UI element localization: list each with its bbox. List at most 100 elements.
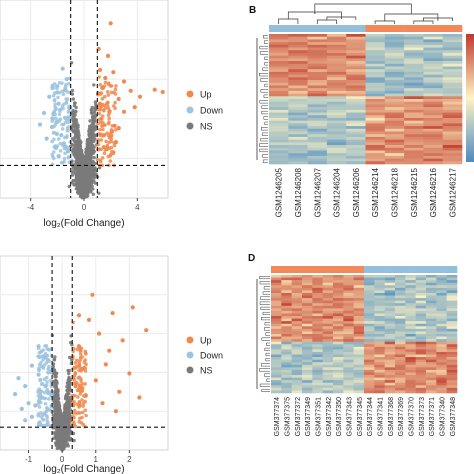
heatmap-cell <box>353 377 365 381</box>
heatmap-cell <box>374 359 385 363</box>
heatmap-cell <box>271 323 282 327</box>
heatmap-cell <box>426 336 437 340</box>
heatmap-cell <box>404 47 424 51</box>
point-ns <box>66 368 70 373</box>
heatmap-cell <box>426 387 437 391</box>
point-ns <box>75 121 79 125</box>
column-label: GSM377373 <box>419 397 426 436</box>
heatmap-cell <box>384 308 396 312</box>
heatmap-cell <box>271 367 282 371</box>
heatmap-cell <box>365 82 386 86</box>
heatmap-cell <box>326 93 347 97</box>
heatmap-cell <box>423 90 443 94</box>
heatmap-cell <box>436 385 447 389</box>
heatmap-cell <box>307 139 328 143</box>
heatmap-cell <box>312 303 323 307</box>
heatmap-cell <box>442 104 463 108</box>
point-down <box>45 380 49 384</box>
heatmap-cell <box>307 142 328 146</box>
heatmap-cell <box>269 158 289 162</box>
point-ns <box>70 142 74 147</box>
heatmap-cell <box>436 377 447 381</box>
heatmap-cell <box>384 90 405 94</box>
row-dendrogram-branch <box>264 83 268 88</box>
heatmap-cell <box>404 58 424 62</box>
point-ns <box>57 404 62 409</box>
point-ns <box>72 170 76 174</box>
heatmap-cell <box>405 305 416 309</box>
heatmap-cell <box>436 321 447 325</box>
heatmap-cell <box>374 331 385 335</box>
legend-up-label: Up <box>200 336 212 346</box>
heatmap-cell <box>326 136 347 140</box>
heatmap-cell <box>384 99 405 103</box>
heatmap-cell <box>291 300 303 304</box>
point-ns <box>70 88 75 93</box>
heatmap-cell <box>442 71 463 75</box>
heatmap-cell <box>374 385 385 389</box>
heatmap-cell <box>312 380 323 384</box>
heatmap-cell <box>322 364 334 368</box>
heatmap-cell <box>302 364 313 368</box>
heatmap-cell <box>384 71 405 75</box>
point-ns <box>71 97 76 101</box>
point-down <box>49 124 55 130</box>
heatmap-cell <box>374 303 385 307</box>
heatmap-cell <box>333 349 344 353</box>
column-label: GSM377342 <box>326 397 333 436</box>
heatmap-cell <box>384 42 405 46</box>
heatmap-cell <box>326 145 347 149</box>
heatmap-cell <box>343 285 354 289</box>
heatmap-cell <box>291 282 303 286</box>
point-ns <box>91 192 96 196</box>
heatmap-cell <box>405 349 416 353</box>
heatmap-cell <box>288 85 308 89</box>
group-bar-cell <box>364 266 375 273</box>
heatmap-cell <box>423 112 443 116</box>
heatmap-cell <box>312 318 323 322</box>
heatmap-cell <box>446 277 458 281</box>
heatmap-cell <box>322 295 334 299</box>
heatmap-cell <box>333 344 344 348</box>
heatmap-cell <box>442 147 463 151</box>
heatmap-cell <box>436 277 447 281</box>
point-ns <box>58 431 62 435</box>
heatmap-cell <box>415 372 427 376</box>
heatmap-cell <box>288 61 308 65</box>
heatmap-cell <box>442 155 463 159</box>
point-ns <box>84 153 89 157</box>
heatmap-cell <box>346 145 366 149</box>
heatmap-cell <box>312 331 323 335</box>
heatmap-cell <box>307 69 328 73</box>
heatmap-cell <box>384 55 405 59</box>
heatmap-cell <box>405 318 416 322</box>
heatmap-cell <box>333 285 344 289</box>
heatmap-cell <box>364 334 375 337</box>
heatmap-cell <box>312 277 323 281</box>
point-up <box>108 159 113 163</box>
heatmap-cell <box>322 334 334 337</box>
point-ns <box>80 190 84 194</box>
heatmap-cell <box>312 282 323 286</box>
heatmap-cell <box>353 385 365 389</box>
point-ns <box>87 173 91 177</box>
heatmap-cell <box>302 313 313 317</box>
heatmap-cell <box>446 313 458 317</box>
heatmap-cell <box>446 364 458 368</box>
heatmap-cell <box>364 292 375 296</box>
heatmap-cell <box>343 344 354 348</box>
heatmap-cell <box>436 300 447 304</box>
heatmap-cell <box>436 310 447 314</box>
heatmap-cell <box>271 308 282 312</box>
point-ns <box>76 186 81 190</box>
heatmap-cell <box>395 364 406 368</box>
heatmap-cell <box>395 351 406 355</box>
heatmap-cell <box>442 161 463 165</box>
heatmap-cell <box>333 313 344 317</box>
heatmap-cell <box>333 323 344 327</box>
point-ns <box>70 137 75 141</box>
heatmap-cell <box>346 120 366 124</box>
heatmap-cell <box>384 39 405 43</box>
heatmap-cell <box>374 300 385 304</box>
heatmap-cell <box>364 380 375 384</box>
